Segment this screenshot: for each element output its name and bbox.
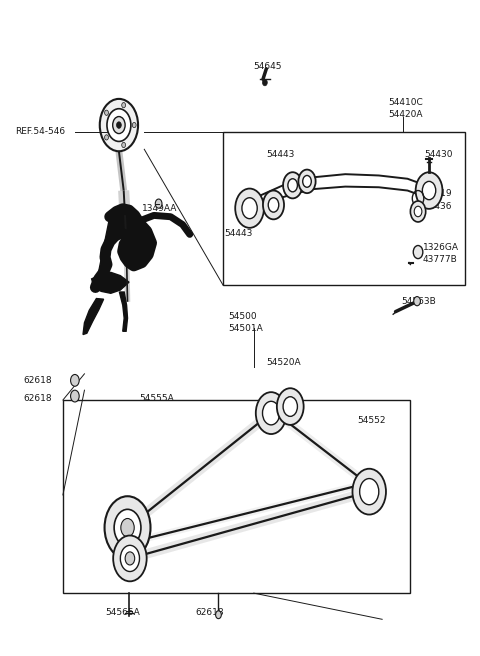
Circle shape (256, 392, 287, 434)
Text: 54519: 54519 (423, 189, 452, 197)
Circle shape (263, 401, 280, 425)
Circle shape (105, 110, 108, 115)
Circle shape (413, 245, 423, 258)
Circle shape (71, 375, 79, 386)
Text: REF.54-546: REF.54-546 (15, 127, 65, 136)
Text: 1326GA: 1326GA (423, 243, 459, 252)
Text: 54443: 54443 (266, 150, 295, 159)
Text: 43777B: 43777B (423, 255, 457, 264)
Circle shape (121, 518, 134, 537)
Circle shape (242, 197, 257, 218)
Text: 54410C: 54410C (388, 98, 423, 107)
Circle shape (283, 397, 298, 417)
Circle shape (105, 134, 108, 140)
Circle shape (422, 181, 436, 199)
Circle shape (132, 123, 136, 128)
Circle shape (288, 178, 298, 192)
Circle shape (100, 99, 138, 152)
Circle shape (125, 552, 135, 565)
Text: 54645: 54645 (253, 62, 281, 71)
Circle shape (410, 201, 426, 222)
Circle shape (303, 175, 312, 187)
Circle shape (414, 297, 420, 306)
Circle shape (263, 79, 267, 86)
Polygon shape (120, 292, 128, 331)
Circle shape (156, 199, 162, 208)
Polygon shape (83, 298, 104, 335)
Text: 54565A: 54565A (105, 608, 140, 617)
Circle shape (122, 102, 126, 108)
Circle shape (114, 509, 141, 546)
Circle shape (268, 197, 279, 212)
Circle shape (122, 142, 126, 148)
Polygon shape (96, 209, 152, 287)
Circle shape (352, 469, 386, 514)
Text: 54443: 54443 (224, 228, 252, 237)
Circle shape (113, 117, 125, 134)
Text: 62618: 62618 (195, 608, 224, 617)
Text: 54430: 54430 (424, 150, 453, 159)
Circle shape (71, 390, 79, 402)
Text: 62618: 62618 (24, 376, 52, 385)
Circle shape (360, 479, 379, 504)
Circle shape (107, 109, 131, 142)
Text: 54563B: 54563B (402, 297, 436, 306)
Circle shape (283, 173, 302, 198)
Text: 54501A: 54501A (228, 323, 263, 333)
Circle shape (416, 173, 443, 209)
Text: 54555A: 54555A (140, 394, 174, 403)
Text: 54520A: 54520A (266, 358, 301, 367)
Circle shape (117, 122, 121, 129)
Text: 54552: 54552 (357, 417, 386, 426)
Circle shape (105, 496, 151, 559)
Circle shape (235, 188, 264, 228)
Text: 54420A: 54420A (388, 110, 423, 119)
Circle shape (414, 206, 422, 216)
Circle shape (216, 611, 221, 619)
Circle shape (263, 190, 284, 219)
Text: 54436: 54436 (423, 203, 451, 211)
Circle shape (299, 170, 316, 193)
Circle shape (120, 545, 140, 571)
Polygon shape (92, 272, 129, 293)
Circle shape (277, 388, 304, 425)
Circle shape (113, 535, 147, 581)
Text: 54500: 54500 (228, 312, 257, 321)
Text: 1349AA: 1349AA (142, 204, 177, 213)
Text: 62618: 62618 (24, 394, 52, 403)
